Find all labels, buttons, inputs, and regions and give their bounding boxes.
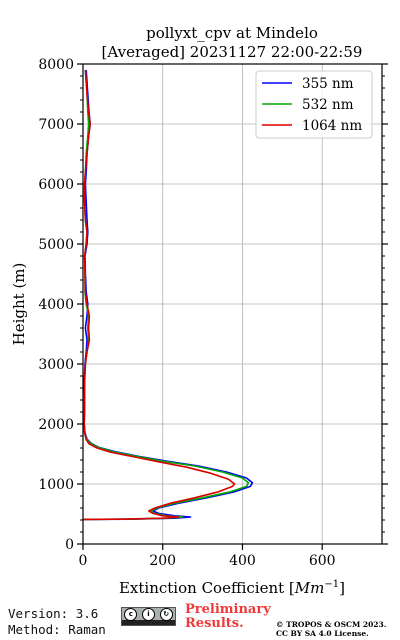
x-tick-label: 400 xyxy=(229,553,256,569)
preliminary-line1: Preliminary xyxy=(185,602,271,617)
copyright-line2: CC BY SA 4.0 License. xyxy=(276,629,369,638)
copyright-notice: © TROPOS & OSCM 2023. CC BY SA 4.0 Licen… xyxy=(276,620,386,638)
x-axis-label-suffix: ] xyxy=(339,579,345,597)
x-axis-label-unit: Mm xyxy=(294,579,325,597)
legend: 355 nm 532 nm 1064 nm xyxy=(255,70,373,139)
legend-label: 1064 nm xyxy=(302,118,362,134)
y-tick-label: 6000 xyxy=(38,177,74,193)
cc-license-badge: c i ↻ xyxy=(121,607,176,626)
series-line xyxy=(82,69,236,521)
y-tick-label: 1000 xyxy=(38,477,74,493)
y-tick-label: 7000 xyxy=(38,117,74,133)
y-tick-label: 0 xyxy=(65,537,74,553)
x-axis-label-prefix: Extinction Coefficient [ xyxy=(119,579,295,597)
method-text: Method: Raman xyxy=(8,622,106,637)
series-layer xyxy=(82,69,254,521)
x-axis-label-exponent: −1 xyxy=(324,579,339,590)
ticks xyxy=(77,63,388,550)
sa-icon: ↻ xyxy=(159,608,173,621)
y-tick-label: 4000 xyxy=(38,297,74,313)
legend-entries: 355 nm 532 nm 1064 nm xyxy=(262,76,362,134)
x-tick-label: 200 xyxy=(149,553,176,569)
legend-box xyxy=(255,70,373,139)
cc-badge-strip xyxy=(122,620,175,625)
x-tick-label: 600 xyxy=(309,553,336,569)
copyright-line1: © TROPOS & OSCM 2023. xyxy=(276,620,387,629)
cc-icon: c xyxy=(124,608,138,621)
preliminary-results-notice: Preliminary Results. xyxy=(185,603,271,631)
legend-label: 355 nm xyxy=(302,76,354,92)
preliminary-line2: Results. xyxy=(185,616,244,631)
tick-labels: 0 1000 2000 3000 4000 5000 6000 7000 8000 0 200 400… xyxy=(38,57,335,569)
x-tick-label: 0 xyxy=(79,553,88,569)
legend-label: 532 nm xyxy=(302,97,354,113)
chart-title-line1: pollyxt_cpv at Mindelo xyxy=(146,24,318,42)
y-axis-label: Height (m) xyxy=(10,263,28,346)
by-icon: i xyxy=(141,608,155,621)
y-tick-label: 5000 xyxy=(38,237,74,253)
y-tick-label: 8000 xyxy=(38,57,74,73)
x-axis-label: Extinction Coefficient [Mm−1] xyxy=(119,579,345,597)
chart-title-line2: [Averaged] 20231127 22:00-22:59 xyxy=(102,43,363,61)
y-tick-label: 3000 xyxy=(38,357,74,373)
y-tick-label: 2000 xyxy=(38,417,74,433)
version-text: Version: 3.6 xyxy=(8,606,99,621)
